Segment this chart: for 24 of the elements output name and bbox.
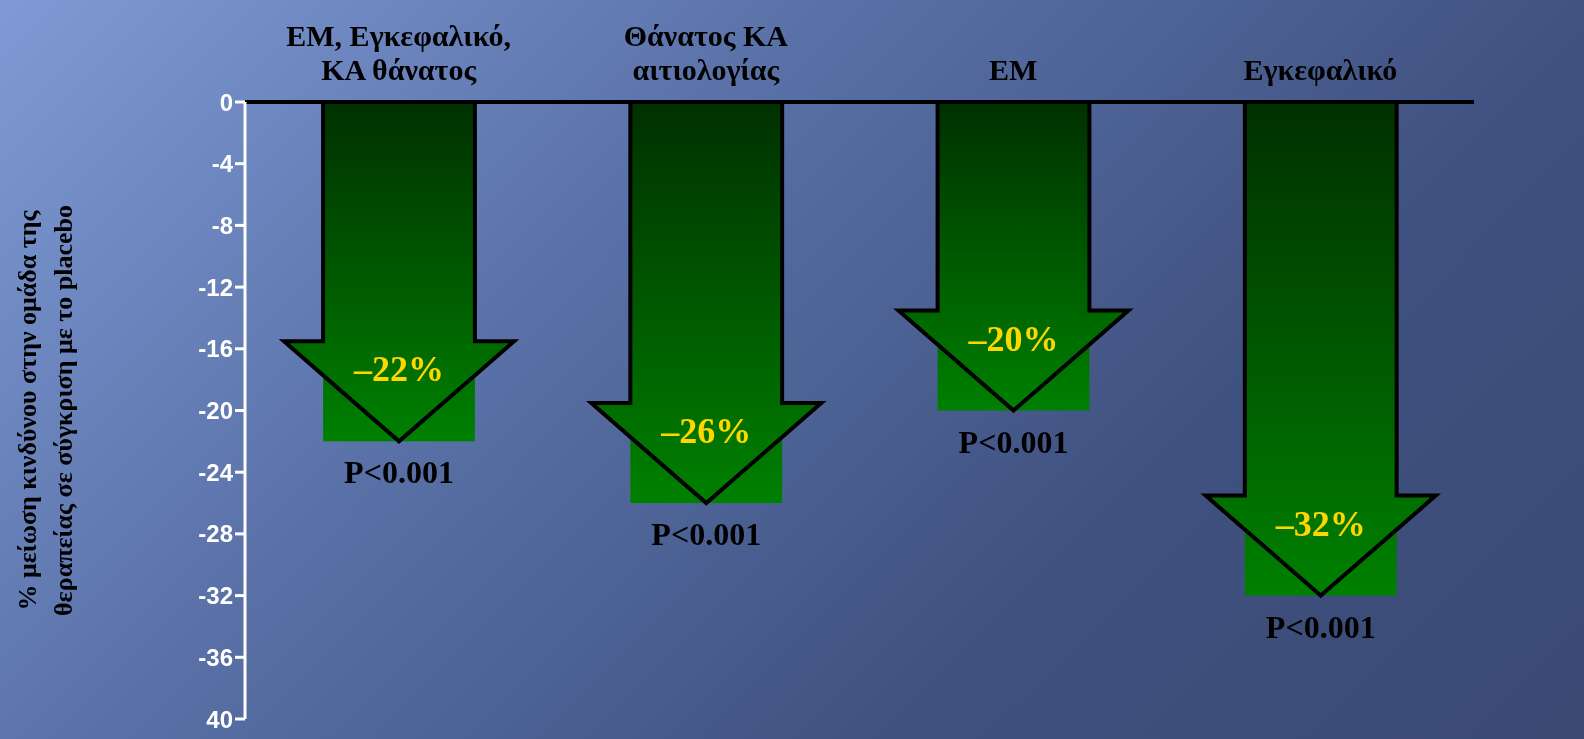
y-tick-label: 40 [206, 705, 233, 733]
data-label: –20% [967, 318, 1059, 359]
annotation: P<0.001 [958, 423, 1069, 460]
x-tick-label: ΕΜ, Εγκεφαλικό, ΚΑ θάνατος [286, 19, 511, 86]
data-label: –22% [353, 349, 444, 390]
y-axis-title: % μείωση κινδύνου στην ομάδα της θεραπείας σε σύγκριση με το placebo [13, 205, 78, 616]
x-tick-label: Εγκεφαλικό [1243, 53, 1398, 86]
y-tick-label: -20 [198, 397, 233, 425]
data-label: –32% [1274, 503, 1366, 544]
y-tick-label: -4 [211, 150, 234, 178]
y-tick-label: -8 [211, 211, 233, 239]
annotation: P<0.001 [344, 454, 454, 491]
y-tick-label: -28 [198, 520, 233, 548]
y-tick-label: -16 [198, 335, 233, 363]
y-tick-label: -36 [198, 643, 233, 671]
data-label: –26% [660, 411, 752, 452]
x-tick-label: ΕΜ [988, 53, 1038, 86]
annotation: P<0.001 [1265, 608, 1376, 645]
y-tick-label: -24 [198, 458, 234, 486]
annotation: P<0.001 [651, 516, 762, 553]
x-tick-label: Θάνατος ΚΑ αιτιολογίας [623, 19, 789, 86]
y-tick-label: -32 [198, 582, 233, 610]
y-tick-label: -12 [198, 273, 233, 301]
y-tick-label: 0 [219, 88, 233, 116]
